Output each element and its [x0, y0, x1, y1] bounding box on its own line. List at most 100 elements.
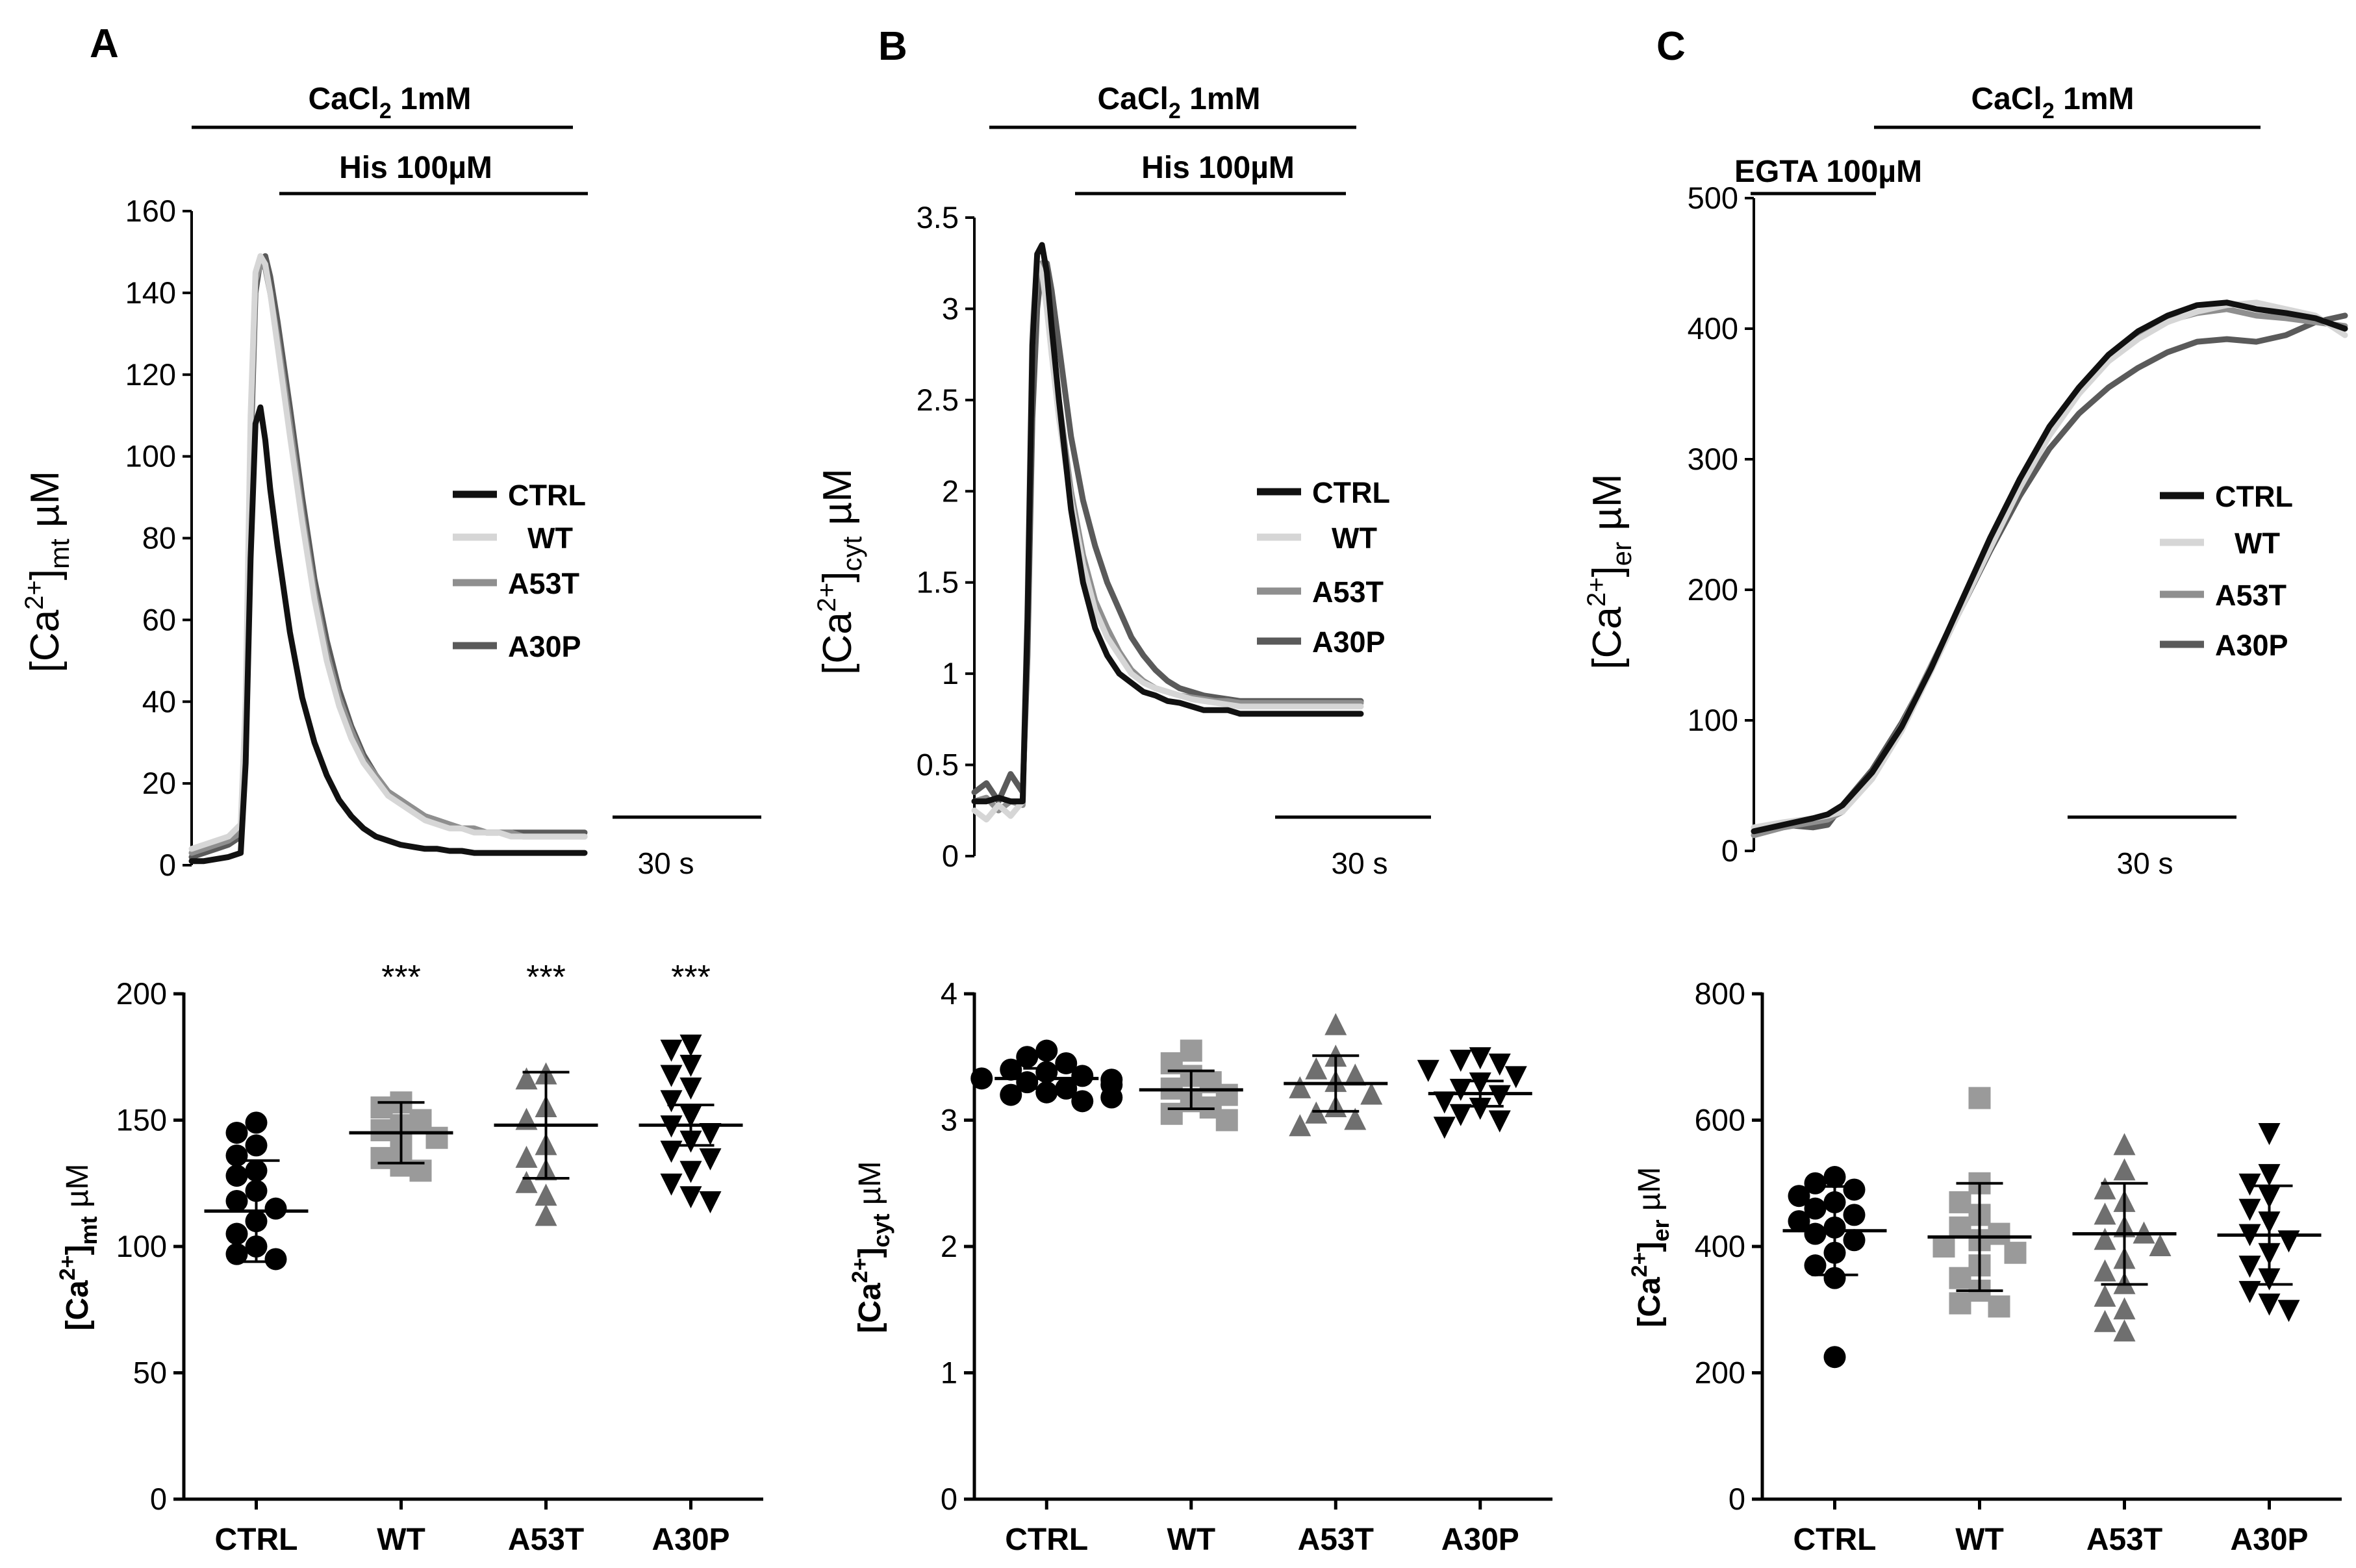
- data-point-circle: [225, 1243, 248, 1265]
- y-tick-label: 800: [1695, 976, 1745, 1011]
- data-point-circle: [225, 1144, 248, 1167]
- data-point-circle: [1823, 1267, 1846, 1289]
- y-tick-label: 3.5: [917, 200, 959, 234]
- panel-c-bottom: 0 200 400 600 800 CTRL WT A53T A30P [Ca2+]er µM: [1627, 976, 2342, 1557]
- trace-line-ctrl: [971, 242, 1364, 805]
- y-axis-label-c-bottom: [Ca2+]er µM: [1627, 1167, 1674, 1327]
- data-point-triangle-down: [679, 1077, 702, 1100]
- data-point-circle: [245, 1111, 268, 1134]
- data-point-triangle-down: [660, 1090, 683, 1113]
- x-category-label: CTRL: [215, 1523, 298, 1557]
- y-axis-label-c-top: [Ca2+]er µM: [1582, 474, 1637, 669]
- data-point-triangle-down: [660, 1173, 683, 1196]
- y-tick-label: 1: [941, 1356, 957, 1390]
- data-point-circle: [225, 1121, 248, 1144]
- data-point-triangle-up: [1344, 1063, 1367, 1086]
- y-tick-label: 0.5: [917, 748, 959, 782]
- y-tick-label: 20: [142, 766, 176, 800]
- data-point-circle: [1823, 1166, 1846, 1189]
- data-point-triangle-up: [515, 1170, 538, 1193]
- y-tick-label: 80: [142, 521, 176, 555]
- data-point-circle: [1843, 1178, 1866, 1201]
- data-point-triangle-down: [1417, 1059, 1439, 1082]
- data-point-triangle-down: [699, 1122, 722, 1145]
- y-tick-label: 600: [1695, 1103, 1745, 1137]
- scatter-plot-c: 0 200 400 600 800 CTRL WT A53T A30P: [1695, 976, 2342, 1557]
- significance-label: ***: [526, 959, 566, 996]
- data-point-circle: [225, 1222, 248, 1245]
- legend-label-a53t-c: A53T: [2215, 579, 2286, 612]
- data-point-circle: [1071, 1065, 1094, 1087]
- trace-plot-b: 0 0.5 1 1.5 2 2.5 3 3.5: [917, 200, 1364, 873]
- x-category-label: WT: [377, 1523, 425, 1557]
- legend-label-ctrl-b: CTRL: [1312, 476, 1390, 509]
- legend-label-wt-c: WT: [2235, 527, 2280, 560]
- data-point-square: [2004, 1241, 2027, 1264]
- data-point-triangle-down: [679, 1054, 702, 1077]
- trace-line-ctrl: [188, 404, 588, 865]
- data-point-triangle-down: [679, 1034, 702, 1057]
- data-point-triangle-up: [2094, 1259, 2116, 1282]
- data-point-square: [1932, 1235, 1955, 1258]
- his-bar-label-b: His 100µM: [1141, 151, 1295, 185]
- data-point-square: [1215, 1109, 1238, 1132]
- y-axis-label-b-bottom: [Ca2+]cyt µM: [848, 1161, 894, 1333]
- data-point-circle: [1843, 1229, 1866, 1252]
- data-point-triangle-down: [1488, 1085, 1511, 1107]
- significance-label: ***: [381, 959, 421, 996]
- x-category-label: A53T: [1298, 1523, 1374, 1557]
- data-point-triangle-down: [699, 1191, 722, 1213]
- y-tick-label: 200: [116, 976, 167, 1011]
- legend-label-wt-a: WT: [527, 522, 573, 555]
- y-tick-label: 3: [941, 1103, 957, 1137]
- data-point-triangle-up: [1289, 1114, 1311, 1137]
- data-point-triangle-up: [1324, 1013, 1347, 1035]
- legend-label-ctrl-c: CTRL: [2215, 480, 2293, 513]
- data-point-triangle-down: [2258, 1122, 2281, 1145]
- cacl2-bar-label-b: CaCl2 1mM: [1098, 82, 1261, 123]
- x-category-label: CTRL: [1793, 1523, 1877, 1557]
- y-tick-label: 4: [941, 976, 957, 1011]
- y-tick-label: 500: [1688, 181, 1738, 215]
- data-point-square: [1949, 1267, 1971, 1289]
- data-point-circle: [225, 1189, 248, 1212]
- y-tick-label: 0: [150, 1482, 167, 1516]
- scale-bar-label-a: 30 s: [638, 846, 694, 880]
- y-tick-label: 2.5: [917, 383, 959, 417]
- data-point-triangle-up: [2094, 1309, 2116, 1332]
- significance-label: ***: [671, 959, 711, 996]
- trace-plot-c: 0 100 200 300 400 500: [1688, 181, 2348, 868]
- data-point-circle: [1000, 1058, 1022, 1081]
- panel-c-top: C CaCl2 1mM EGTA 100µM 0100200300400500 …: [1582, 24, 2348, 880]
- data-point-triangle-down: [2277, 1300, 2300, 1322]
- data-point-circle: [1843, 1204, 1866, 1226]
- data-point-square: [1160, 1102, 1183, 1125]
- data-point-circle: [1035, 1081, 1058, 1104]
- legend-label-a30p-c: A30P: [2215, 629, 2288, 662]
- y-tick-label: 0: [159, 848, 176, 882]
- y-tick-label: 200: [1695, 1356, 1745, 1390]
- data-point-triangle-up: [2094, 1284, 2116, 1307]
- scale-bar-label-b: 30 s: [1332, 846, 1388, 880]
- data-point-square: [1949, 1216, 1971, 1239]
- data-point-square: [1988, 1222, 2010, 1245]
- x-category-label: A30P: [1441, 1523, 1519, 1557]
- legend-label-a53t-a: A53T: [508, 567, 579, 600]
- x-category-label: A53T: [508, 1523, 584, 1557]
- legend-c: CTRL WT A53T A30P: [2160, 480, 2293, 662]
- y-tick-label: 100: [116, 1229, 167, 1263]
- legend-a: CTRL WT A53T A30P: [453, 479, 586, 663]
- data-point-circle: [245, 1134, 268, 1157]
- legend-b: CTRL WT A53T A30P: [1257, 476, 1390, 659]
- data-point-triangle-down: [1449, 1104, 1472, 1126]
- trace-line-wt: [188, 253, 588, 852]
- data-point-square: [1180, 1039, 1202, 1062]
- legend-label-a30p-b: A30P: [1312, 626, 1386, 659]
- x-category-label: A30P: [2230, 1523, 2308, 1557]
- data-point-triangle-up: [2094, 1202, 2116, 1225]
- data-point-circle: [1788, 1185, 1810, 1208]
- data-point-triangle-up: [535, 1183, 557, 1206]
- data-point-triangle-up: [2094, 1228, 2116, 1250]
- data-point-triangle-up: [1305, 1057, 1328, 1080]
- y-tick-label: 1.5: [917, 565, 959, 600]
